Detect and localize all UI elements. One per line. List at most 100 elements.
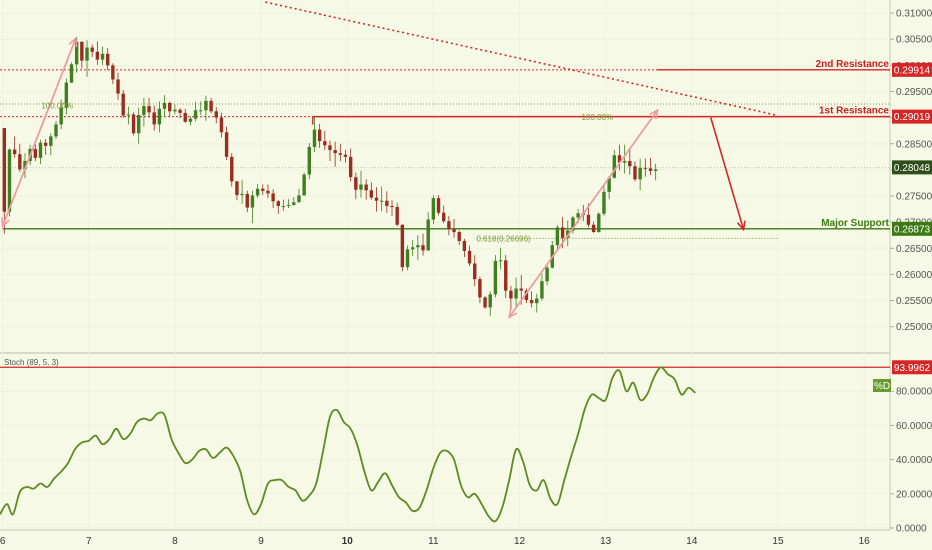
time-tick-label: 6 (0, 536, 6, 547)
candle-body (240, 193, 244, 195)
candle-body (90, 47, 94, 52)
candle-body (209, 100, 213, 112)
candle-body (152, 112, 156, 125)
candle-body (597, 213, 601, 233)
level-price-badge-text: 0.29914 (894, 65, 931, 76)
candle-body (400, 224, 405, 268)
measure-arrow-back-shaft (508, 109, 659, 318)
stoch-level-badge (892, 360, 932, 375)
candle-body (653, 169, 658, 171)
candlesticks (2, 37, 658, 317)
candle-body (12, 149, 17, 155)
candle-body (74, 41, 79, 65)
candle-body (266, 190, 270, 194)
time-tick-label: 12 (514, 536, 526, 547)
candle-body (555, 227, 560, 246)
price-tick-label: 0.31000 (896, 9, 932, 20)
projection-arrow-head (736, 220, 746, 232)
time-tick-label: 7 (86, 536, 92, 547)
candle-body (385, 200, 389, 206)
candle-body (519, 288, 523, 291)
level-name-label: 2nd Resistance (816, 59, 890, 70)
candle-body (219, 117, 224, 133)
chart-drawings: 100.00% 100.00% 0.618(0.26696) (1, 1, 779, 319)
candle-body (147, 106, 151, 113)
candle-body (390, 205, 394, 207)
candle-body (276, 201, 280, 206)
candle-body (498, 260, 503, 262)
level-price-badge-text: 0.29019 (894, 112, 931, 123)
candle-body (648, 168, 653, 171)
candle-body (628, 161, 632, 167)
candle-body (105, 53, 110, 66)
candle-body (292, 202, 296, 205)
candle-body (188, 118, 193, 122)
candle-body (612, 155, 616, 178)
candle-body (2, 128, 7, 212)
price-tick-label: 0.28500 (896, 139, 932, 150)
candle-body (426, 219, 430, 251)
fib-label: 100.00% (582, 113, 614, 122)
candle-body (524, 290, 529, 301)
candle-body (131, 114, 136, 134)
candle-body (7, 149, 12, 212)
time-tick-label: 11 (428, 536, 439, 547)
candle-body (545, 267, 549, 282)
candle-body (379, 200, 384, 202)
candle-body (514, 288, 518, 299)
candle-body (235, 181, 239, 195)
candle-body (493, 260, 498, 295)
last-price-badge (892, 160, 932, 175)
stoch-series-badge (873, 379, 891, 392)
stoch-d-line (0, 366, 696, 523)
candle-body (504, 260, 508, 291)
candle-body (261, 188, 265, 191)
candle-body (436, 198, 441, 213)
candle-body (111, 65, 115, 80)
time-tick-label: 14 (686, 536, 698, 547)
candle-body (509, 290, 513, 299)
candle-body (338, 153, 343, 155)
candle-body (571, 217, 575, 231)
candle-body (535, 298, 539, 304)
price-tick-label: 0.29500 (896, 87, 932, 98)
candle-body (126, 114, 131, 116)
time-tick-label: 10 (342, 536, 354, 547)
candle-body (307, 146, 312, 175)
candle-body (85, 47, 89, 61)
candle-body (116, 79, 120, 94)
candle-body (271, 193, 275, 202)
candle-body (442, 212, 446, 222)
time-tick-label: 13 (600, 536, 612, 547)
candle-body (364, 184, 368, 191)
projection-arrow-shaft (710, 117, 745, 230)
candle-body (540, 281, 544, 299)
time-tick-label: 16 (859, 536, 871, 547)
candle-body (416, 245, 420, 248)
candle-body (137, 115, 141, 134)
candle-body (348, 156, 353, 178)
candle-body (173, 109, 177, 112)
candle-body (250, 195, 255, 208)
candle-body (576, 213, 580, 218)
candle-body (95, 51, 100, 60)
candle-body (312, 129, 317, 147)
candle-body (59, 107, 63, 125)
candle-body (323, 141, 327, 146)
candle-body (255, 188, 260, 196)
candle-body (49, 136, 53, 146)
stoch-series-badge-text: %D (874, 381, 890, 392)
candle-body (333, 150, 337, 154)
stoch-indicator-label: Stoch (89, 5, 3) (4, 358, 59, 367)
price-tick-label: 0.25000 (896, 322, 932, 333)
candle-body (204, 100, 208, 111)
last-price-badge-text: 0.28048 (894, 163, 931, 174)
candle-body (369, 190, 374, 198)
candle-body (462, 240, 467, 251)
candle-body (64, 82, 69, 108)
candle-body (421, 245, 425, 251)
candle-body (317, 129, 322, 142)
stoch-tick-label: 60.0000 (896, 421, 932, 432)
level-name-label: Major Support (821, 218, 889, 229)
time-axis-ticks: 6 7 8 9 10 11 12 13 14 15 16 (0, 536, 870, 547)
